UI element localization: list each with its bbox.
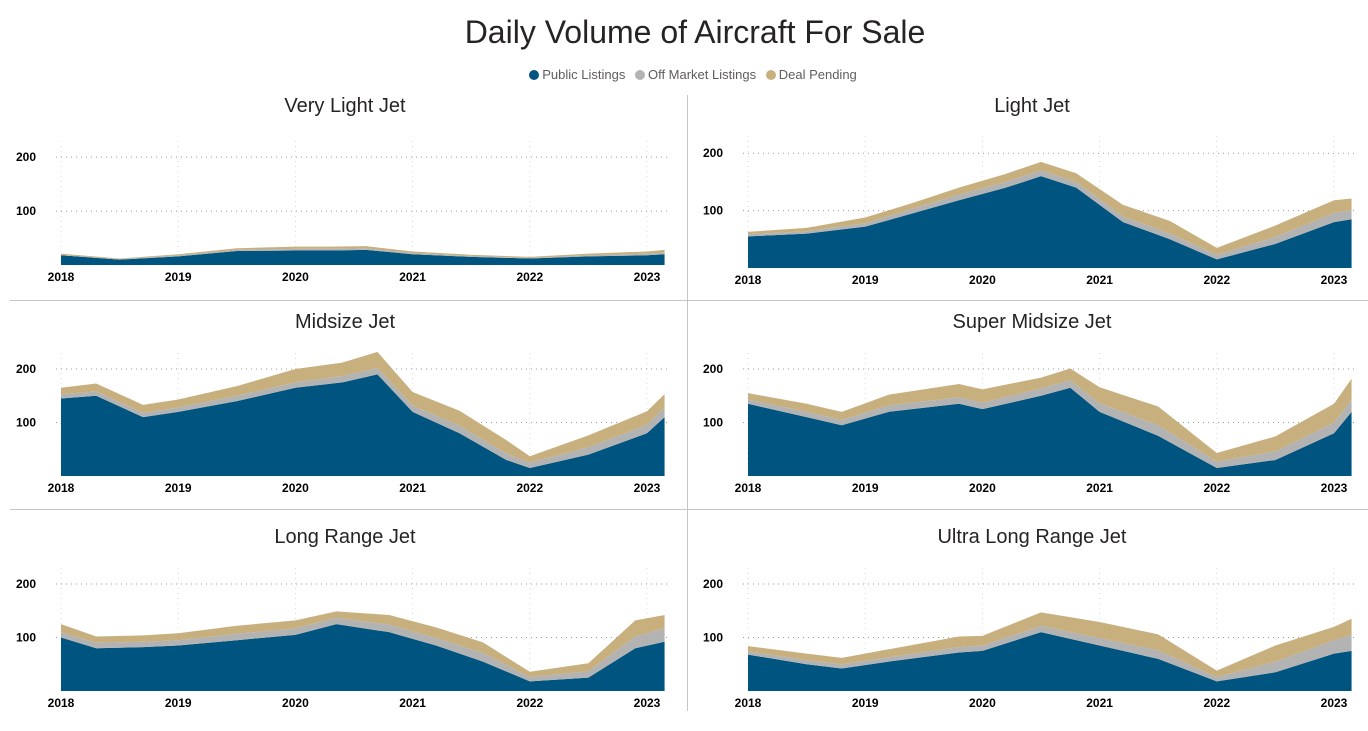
area-public-listings[interactable] bbox=[748, 176, 1352, 268]
legend-swatch-public bbox=[529, 70, 540, 80]
x-tick-label: 2019 bbox=[852, 481, 879, 495]
legend-swatch-off-market bbox=[634, 70, 645, 80]
x-tick-label: 2018 bbox=[48, 696, 75, 710]
chart-plot: 100 200 2018 2019 2020 2021 2022 2023 bbox=[16, 568, 667, 710]
y-tick-label: 200 bbox=[703, 362, 723, 376]
panel-divider-horizontal-2 bbox=[10, 509, 1368, 510]
x-tick-label: 2018 bbox=[48, 481, 75, 495]
chart-title: Super Midsize Jet bbox=[952, 311, 1112, 333]
x-tick-label: 2020 bbox=[282, 481, 309, 495]
x-tick-label: 2021 bbox=[399, 481, 426, 495]
x-tick-label: 2019 bbox=[165, 696, 192, 710]
chart-plot: 100 200 2018 2019 2020 2021 2022 2023 bbox=[16, 141, 667, 284]
x-tick-label: 2022 bbox=[516, 696, 543, 710]
x-tick-label: 2022 bbox=[516, 270, 543, 284]
x-tick-label: 2021 bbox=[399, 270, 426, 284]
x-tick-label: 2018 bbox=[735, 481, 762, 495]
chart-title: Very Light Jet bbox=[284, 95, 406, 117]
area-public-listings[interactable] bbox=[61, 249, 665, 265]
chart-panel-super-midsize-jet: Super Midsize Jet 100 200 2018 2019 2020 2021… bbox=[697, 311, 1367, 511]
area-public-listings[interactable] bbox=[748, 387, 1352, 476]
chart-title: Long Range Jet bbox=[274, 526, 416, 548]
x-tick-label: 2021 bbox=[1086, 696, 1113, 710]
legend-swatch-deal-pending bbox=[765, 70, 776, 80]
x-tick-label: 2019 bbox=[165, 270, 192, 284]
y-tick-label: 100 bbox=[16, 631, 36, 645]
legend-label-off-market: Off Market Listings bbox=[647, 67, 757, 82]
x-tick-label: 2021 bbox=[1086, 481, 1113, 495]
y-tick-label: 200 bbox=[16, 577, 36, 591]
y-tick-label: 100 bbox=[16, 416, 36, 430]
x-tick-label: 2020 bbox=[969, 481, 996, 495]
chart-panel-ultra-long-range-jet: Ultra Long Range Jet 100 200 2018 2019 2020 2… bbox=[697, 526, 1367, 726]
x-tick-label: 2023 bbox=[1321, 481, 1348, 495]
x-tick-label: 2023 bbox=[1321, 696, 1348, 710]
panel-divider-horizontal-1 bbox=[10, 300, 1368, 301]
legend-label-public: Public Listings bbox=[542, 67, 626, 82]
y-tick-label: 100 bbox=[703, 204, 723, 218]
chart-panel-midsize-jet: Midsize Jet 100 200 2018 2019 2020 2021 2022 20… bbox=[10, 311, 680, 511]
x-tick-label: 2023 bbox=[634, 696, 661, 710]
chart-panel-very-light-jet: Very Light Jet 100 200 2018 2019 2020 2021 202… bbox=[10, 95, 680, 295]
x-tick-label: 2023 bbox=[634, 270, 661, 284]
y-tick-label: 200 bbox=[703, 146, 723, 160]
legend-item-public[interactable]: Public Listings bbox=[529, 67, 625, 82]
legend-label-deal-pending: Deal Pending bbox=[778, 67, 857, 82]
panel-divider-vertical bbox=[687, 95, 688, 711]
chart-title: Ultra Long Range Jet bbox=[937, 526, 1127, 548]
y-tick-label: 200 bbox=[16, 150, 36, 164]
area-deal-pending[interactable] bbox=[748, 612, 1352, 678]
x-tick-label: 2018 bbox=[735, 273, 762, 287]
legend-item-deal-pending[interactable]: Deal Pending bbox=[765, 67, 857, 82]
chart-title: Midsize Jet bbox=[294, 311, 396, 333]
chart-panel-light-jet: Light Jet 100 200 2018 2019 2020 2021 2022 2023 bbox=[697, 95, 1367, 295]
area-public-listings[interactable] bbox=[748, 632, 1352, 691]
x-tick-label: 2020 bbox=[969, 696, 996, 710]
y-tick-label: 200 bbox=[703, 577, 723, 591]
y-tick-label: 100 bbox=[703, 416, 723, 430]
chart-plot: 100 200 2018 2019 2020 2021 2022 2023 bbox=[703, 136, 1354, 287]
x-tick-label: 2019 bbox=[852, 273, 879, 287]
x-tick-label: 2020 bbox=[969, 273, 996, 287]
x-tick-label: 2023 bbox=[1321, 273, 1348, 287]
chart-plot: 100 200 2018 2019 2020 2021 2022 2023 bbox=[16, 351, 667, 495]
chart-panel-long-range-jet: Long Range Jet 100 200 2018 2019 2020 2021 202… bbox=[10, 526, 680, 726]
x-tick-label: 2020 bbox=[282, 696, 309, 710]
legend-item-off-market[interactable]: Off Market Listings bbox=[634, 67, 757, 82]
x-tick-label: 2021 bbox=[1086, 273, 1113, 287]
x-tick-label: 2022 bbox=[1203, 696, 1230, 710]
x-tick-label: 2018 bbox=[735, 696, 762, 710]
legend: Public Listings Off Market Listings Deal… bbox=[0, 67, 1368, 82]
x-tick-label: 2018 bbox=[48, 270, 75, 284]
y-tick-label: 200 bbox=[16, 362, 36, 376]
x-tick-label: 2019 bbox=[852, 696, 879, 710]
x-tick-label: 2023 bbox=[634, 481, 661, 495]
x-tick-label: 2021 bbox=[399, 696, 426, 710]
y-tick-label: 100 bbox=[16, 204, 36, 218]
area-public-listings[interactable] bbox=[61, 374, 665, 476]
page-title: Daily Volume of Aircraft For Sale bbox=[464, 14, 926, 50]
chart-plot: 100 200 2018 2019 2020 2021 2022 2023 bbox=[703, 568, 1354, 710]
chart-plot: 100 200 2018 2019 2020 2021 2022 2023 bbox=[703, 353, 1354, 495]
y-tick-label: 100 bbox=[703, 631, 723, 645]
chart-title: Light Jet bbox=[994, 95, 1070, 117]
x-tick-label: 2022 bbox=[1203, 481, 1230, 495]
x-tick-label: 2022 bbox=[1203, 273, 1230, 287]
x-tick-label: 2022 bbox=[516, 481, 543, 495]
x-tick-label: 2019 bbox=[165, 481, 192, 495]
area-public-listings[interactable] bbox=[61, 624, 665, 691]
x-tick-label: 2020 bbox=[282, 270, 309, 284]
